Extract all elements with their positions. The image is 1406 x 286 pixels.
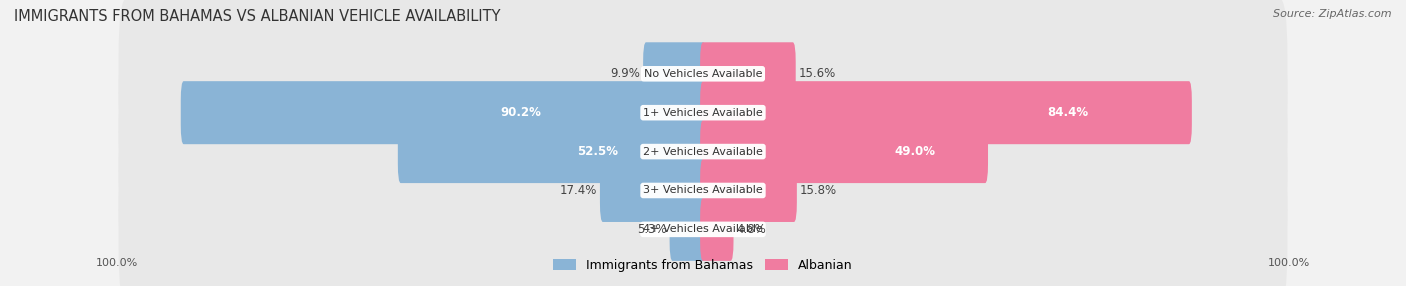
Text: 3+ Vehicles Available: 3+ Vehicles Available [643, 186, 763, 195]
Text: 1+ Vehicles Available: 1+ Vehicles Available [643, 108, 763, 118]
FancyBboxPatch shape [118, 0, 1288, 150]
FancyBboxPatch shape [643, 42, 706, 105]
Text: No Vehicles Available: No Vehicles Available [644, 69, 762, 79]
FancyBboxPatch shape [669, 198, 706, 261]
Legend: Immigrants from Bahamas, Albanian: Immigrants from Bahamas, Albanian [548, 254, 858, 277]
Text: 4.8%: 4.8% [737, 223, 766, 236]
Text: 15.6%: 15.6% [799, 67, 835, 80]
Text: 2+ Vehicles Available: 2+ Vehicles Available [643, 147, 763, 156]
Text: IMMIGRANTS FROM BAHAMAS VS ALBANIAN VEHICLE AVAILABILITY: IMMIGRANTS FROM BAHAMAS VS ALBANIAN VEHI… [14, 9, 501, 23]
FancyBboxPatch shape [181, 81, 706, 144]
Text: 84.4%: 84.4% [1047, 106, 1088, 119]
Text: 17.4%: 17.4% [560, 184, 598, 197]
Text: 15.8%: 15.8% [800, 184, 837, 197]
FancyBboxPatch shape [118, 75, 1288, 228]
FancyBboxPatch shape [118, 153, 1288, 286]
Text: 100.0%: 100.0% [1268, 258, 1310, 268]
Text: 5.3%: 5.3% [637, 223, 666, 236]
FancyBboxPatch shape [700, 159, 797, 222]
Text: 9.9%: 9.9% [610, 67, 640, 80]
Text: 4+ Vehicles Available: 4+ Vehicles Available [643, 225, 763, 234]
Text: 90.2%: 90.2% [501, 106, 541, 119]
FancyBboxPatch shape [700, 42, 796, 105]
FancyBboxPatch shape [700, 198, 734, 261]
FancyBboxPatch shape [398, 120, 706, 183]
FancyBboxPatch shape [600, 159, 706, 222]
Text: 100.0%: 100.0% [96, 258, 138, 268]
FancyBboxPatch shape [700, 120, 988, 183]
Text: Source: ZipAtlas.com: Source: ZipAtlas.com [1274, 9, 1392, 19]
Text: 49.0%: 49.0% [894, 145, 935, 158]
FancyBboxPatch shape [700, 81, 1192, 144]
FancyBboxPatch shape [118, 36, 1288, 189]
Text: 52.5%: 52.5% [576, 145, 617, 158]
FancyBboxPatch shape [118, 114, 1288, 267]
